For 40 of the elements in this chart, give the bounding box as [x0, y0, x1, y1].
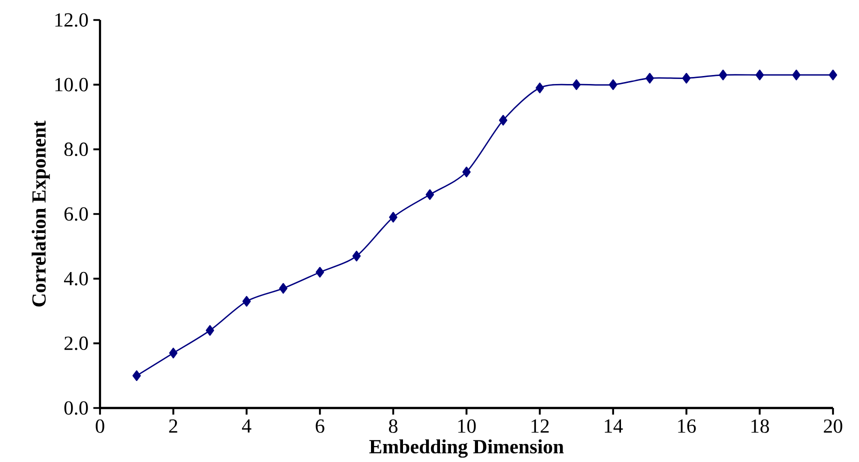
y-tick-label: 4.0: [64, 272, 88, 286]
point: [169, 348, 178, 358]
x-tick-label: 2: [169, 419, 178, 433]
y-tick-label: 6.0: [64, 207, 88, 221]
point: [756, 70, 764, 80]
point: [792, 70, 801, 80]
y-tick-label: 12.0: [55, 13, 88, 27]
x-tick-label: 14: [604, 419, 623, 433]
point: [608, 79, 618, 90]
x-tick-label: 16: [678, 419, 696, 433]
point: [646, 72, 654, 84]
point: [206, 325, 214, 336]
point: [242, 296, 251, 307]
x-tick-label: 0: [96, 419, 104, 433]
point: [498, 114, 508, 126]
x-tick-label: 20: [824, 419, 842, 433]
x-axis-title: Embedding Dimension: [369, 439, 564, 458]
point: [132, 370, 141, 381]
point: [572, 79, 581, 90]
x-tick-label: 10: [458, 419, 476, 433]
y-axis-title: Correlation Exponent: [32, 120, 50, 306]
point: [828, 70, 838, 80]
x-tick-label: 6: [316, 419, 324, 433]
x-tick-label: 4: [242, 419, 252, 432]
x-tick-label: 18: [751, 419, 769, 433]
y-tick-label: 8.0: [64, 142, 88, 156]
y-tick-label: 0.0: [64, 401, 88, 415]
point: [426, 189, 434, 200]
x-tick-label: 12: [532, 419, 549, 433]
x-tick-label: 8: [388, 419, 398, 433]
point: [462, 166, 471, 178]
point: [536, 82, 544, 94]
point: [316, 266, 324, 278]
point: [389, 212, 398, 223]
y-tick-label: 2.0: [64, 336, 88, 350]
y-tick-label: 10.0: [55, 78, 88, 92]
point: [682, 72, 691, 84]
point: [279, 282, 288, 294]
point: [352, 250, 361, 262]
point: [718, 70, 728, 80]
